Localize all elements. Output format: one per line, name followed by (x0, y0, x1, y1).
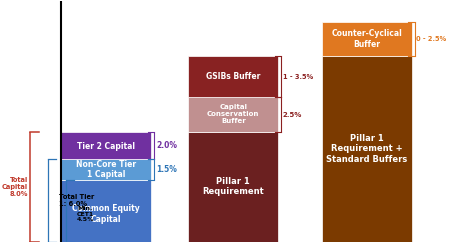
Text: Counter-Cyclical
Buffer: Counter-Cyclical Buffer (331, 29, 402, 49)
Bar (62, 159, 151, 180)
Bar (322, 56, 411, 242)
Bar (189, 132, 278, 242)
Text: Capital
Conservation
Buffer: Capital Conservation Buffer (207, 104, 259, 124)
Text: Total
Capital
8.0%: Total Capital 8.0% (2, 177, 28, 197)
Text: GSIBs Buffer: GSIBs Buffer (206, 72, 260, 81)
Text: Min.
CET1
4.5%: Min. CET1 4.5% (77, 206, 94, 222)
Bar (189, 56, 278, 97)
Text: 1.5%: 1.5% (156, 165, 177, 174)
Bar (62, 132, 151, 159)
Text: 0 - 2.5%: 0 - 2.5% (417, 36, 447, 42)
Text: Tier 2 Capital: Tier 2 Capital (77, 142, 135, 151)
Bar (189, 97, 278, 132)
Text: Pillar 1
Requirement: Pillar 1 Requirement (202, 177, 264, 196)
Bar (322, 22, 411, 56)
Text: Total Tier
1: 6.0%: Total Tier 1: 6.0% (59, 194, 94, 207)
Bar (62, 180, 151, 242)
Text: Common Equity
Capital: Common Equity Capital (73, 204, 140, 224)
Text: Pillar 1
Requirement +
Standard Buffers: Pillar 1 Requirement + Standard Buffers (326, 134, 407, 164)
Text: 2.0%: 2.0% (156, 141, 177, 150)
Text: Non-Core Tier
1 Capital: Non-Core Tier 1 Capital (76, 160, 137, 179)
Text: 1 - 3.5%: 1 - 3.5% (283, 74, 313, 80)
Text: 2.5%: 2.5% (283, 112, 302, 118)
